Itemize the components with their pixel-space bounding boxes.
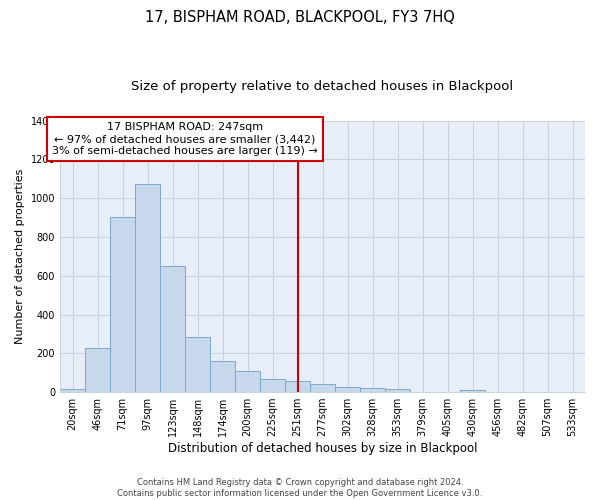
Bar [210,361,235,392]
Bar [460,390,485,392]
Bar [160,266,185,392]
Bar [110,216,135,392]
Bar [85,348,110,392]
Bar [385,389,410,392]
Bar [310,384,335,392]
Bar [260,378,285,392]
Bar [360,388,385,392]
Bar [235,370,260,392]
Bar [335,387,360,392]
Text: 17 BISPHAM ROAD: 247sqm
← 97% of detached houses are smaller (3,442)
3% of semi-: 17 BISPHAM ROAD: 247sqm ← 97% of detache… [52,122,318,156]
Bar [60,389,85,392]
Bar [185,337,210,392]
Text: Contains HM Land Registry data © Crown copyright and database right 2024.
Contai: Contains HM Land Registry data © Crown c… [118,478,482,498]
Bar [285,382,310,392]
Title: Size of property relative to detached houses in Blackpool: Size of property relative to detached ho… [131,80,514,93]
Text: 17, BISPHAM ROAD, BLACKPOOL, FY3 7HQ: 17, BISPHAM ROAD, BLACKPOOL, FY3 7HQ [145,10,455,25]
Y-axis label: Number of detached properties: Number of detached properties [15,168,25,344]
Bar [135,184,160,392]
X-axis label: Distribution of detached houses by size in Blackpool: Distribution of detached houses by size … [168,442,477,455]
